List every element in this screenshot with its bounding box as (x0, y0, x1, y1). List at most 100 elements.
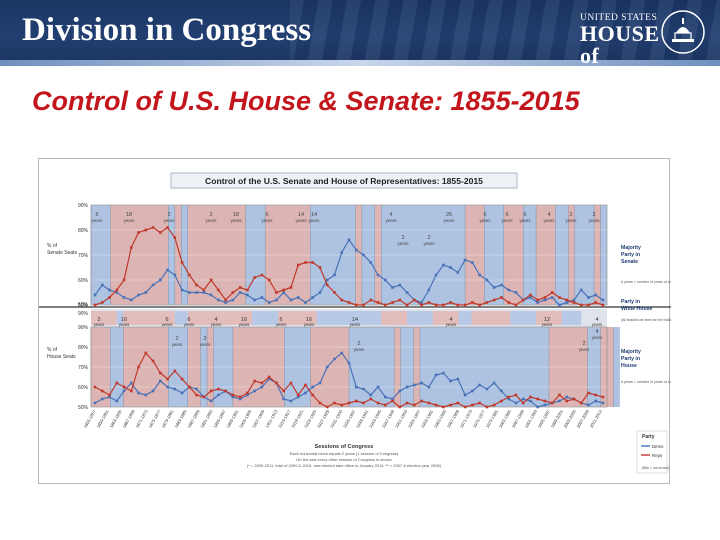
senate-dems-point (100, 283, 104, 287)
house-logo: UNITED STATES HOUSE of REPRESENTATIVES (580, 13, 659, 76)
house-reps-point (333, 401, 336, 405)
senate-dems-point (311, 296, 315, 299)
senate-reps-point (579, 303, 583, 307)
house-reps-point (587, 391, 590, 395)
white-house-years-count: 4 (449, 317, 452, 323)
senate-ytick: 70% (78, 253, 89, 259)
senate-years-count: 6 (483, 212, 486, 218)
house-dems-point (565, 395, 569, 399)
senate-reps-point (100, 301, 104, 304)
house-reps-point (93, 385, 97, 389)
senate-reps-point (492, 298, 496, 302)
house-years-unit: years (579, 347, 590, 352)
senate-reps-point (318, 266, 322, 269)
senate-dems-point (188, 291, 191, 294)
senate-legend-text: Party in (621, 252, 640, 258)
house-reps-point (354, 399, 358, 403)
senate-dems-point (151, 283, 155, 287)
house-dems-point (558, 399, 561, 403)
senate-ytick: 80% (78, 228, 89, 234)
house-reps-point (202, 395, 206, 399)
senate-reps-point (463, 303, 467, 307)
house-reps-point (529, 395, 532, 399)
senate-reps-point (180, 261, 184, 264)
house-reps-point (550, 401, 554, 405)
house-reps-point (492, 403, 496, 407)
senate-ylabel: % of (47, 243, 58, 249)
senate-years-count: 14 (298, 212, 304, 218)
senate-years-unit: years (501, 218, 513, 223)
white-house-years-unit: years (276, 322, 287, 327)
house-dems-point (420, 381, 423, 385)
senate-dems-point (391, 286, 394, 289)
house-reps-point (144, 351, 148, 355)
senate-dems-point (159, 278, 162, 282)
house-reps-point (420, 399, 423, 403)
house-dems-point (238, 397, 242, 401)
senate-reps-point (296, 263, 300, 267)
senate-reps-point (173, 236, 177, 239)
house-reps-point (209, 389, 213, 393)
senate-reps-point (238, 286, 242, 289)
senate-reps-point (188, 273, 191, 277)
white-house-top-mark: 90% (78, 311, 89, 317)
senate-dems-point (238, 291, 242, 294)
house-dems-point (282, 397, 285, 401)
house-reps-point (217, 387, 220, 391)
house-dems-point (296, 395, 300, 399)
house-years-count: 2 (582, 341, 585, 347)
senate-reps-point (217, 288, 220, 292)
house-reps-point (267, 375, 271, 379)
senate-reps-point (333, 291, 336, 294)
house-reps-point (238, 395, 242, 399)
senate-years-unit: years (163, 218, 175, 223)
house-dems-point (311, 385, 315, 389)
house-legend-text: House (621, 363, 637, 369)
senate-years-unit: years (123, 218, 135, 223)
white-house-term (278, 311, 317, 325)
white-house-legend: White House (621, 306, 653, 312)
senate-years-unit: years (205, 218, 217, 223)
senate-dems-point (129, 298, 133, 302)
house-dems-point (137, 391, 140, 395)
senate-dems-point (224, 301, 227, 304)
house-reps-point (115, 381, 119, 385)
senate-dems-point (108, 288, 111, 292)
senate-dems-point (137, 293, 140, 297)
senate-dems-point (362, 253, 365, 257)
senate-reps-point (209, 278, 213, 282)
senate-reps-point (260, 273, 264, 277)
house-dems-point (521, 397, 525, 401)
house-dems-point (246, 393, 249, 397)
senate-years-count: 26 (446, 212, 452, 218)
senate-dems-point (456, 271, 460, 274)
senate-reps-point (340, 298, 344, 302)
white-house-term (471, 311, 511, 325)
senate-years-unit: years (91, 218, 103, 223)
house-dems-point (217, 393, 220, 397)
senate-years-count: 2 (401, 235, 404, 241)
white-house-term (407, 311, 433, 325)
house-dems-point (260, 385, 264, 389)
house-years-unit: years (354, 347, 365, 352)
senate-dems-point (289, 298, 293, 302)
house-reps-point (514, 393, 518, 397)
house-dems-point (325, 365, 329, 369)
senate-reps-point (398, 298, 402, 302)
legend-box (636, 430, 668, 474)
senate-reps-point (362, 303, 365, 307)
house-dems-point (398, 389, 402, 393)
white-house-term (123, 311, 175, 325)
white-house-years-count: 6 (279, 317, 282, 323)
house-reps-point (253, 379, 256, 383)
senate-years-count: 6 (95, 212, 98, 218)
house-reps-point (325, 405, 329, 409)
senate-reps-point (485, 301, 489, 304)
senate-dems-point (536, 301, 539, 304)
white-house-term (510, 311, 537, 325)
house-dems-point (304, 391, 307, 395)
house-reps-point (188, 385, 191, 389)
white-house-term (561, 311, 582, 325)
senate-reps-point (594, 301, 598, 304)
white-house-years-unit: years (184, 322, 195, 327)
